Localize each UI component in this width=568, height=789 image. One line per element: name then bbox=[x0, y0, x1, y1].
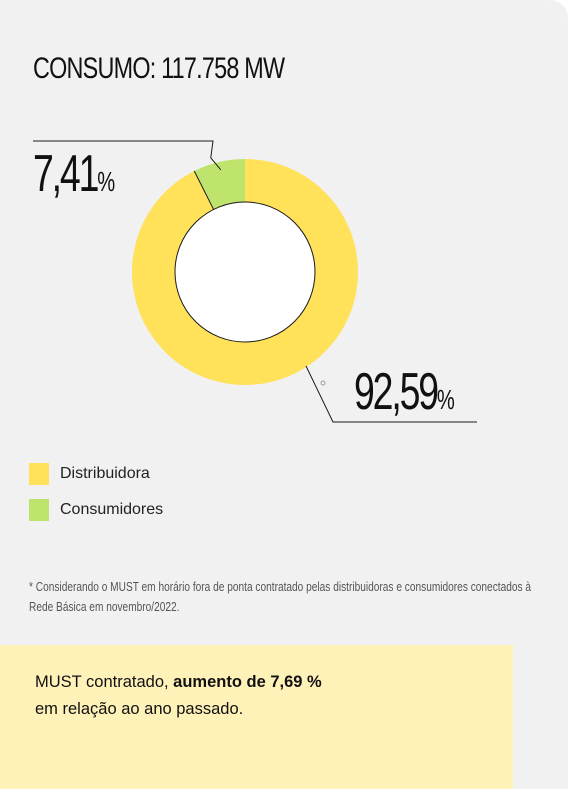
legend-label-consumidores: Consumidores bbox=[60, 501, 164, 518]
legend-item-distribuidora: Distribuidora bbox=[29, 462, 163, 486]
callout-prefix: MUST contratado, bbox=[35, 673, 174, 691]
callout-suffix: em relação ao ano passado. bbox=[35, 700, 244, 718]
legend-item-consumidores: Consumidores bbox=[29, 498, 163, 522]
consumidores-percent-label: 7,41% bbox=[33, 144, 115, 204]
chart-legend: Distribuidora Consumidores bbox=[29, 462, 163, 534]
donut-slice-consumidores bbox=[194, 159, 245, 210]
callout-text: MUST contratado, aumento de 7,69 % em re… bbox=[35, 669, 322, 723]
footnote: * Considerando o MUST em horário fora de… bbox=[29, 579, 532, 614]
donut-slice-divider bbox=[193, 170, 215, 210]
chart-title: CONSUMO: 117.758 MW bbox=[33, 52, 285, 85]
consumidores-leader-line bbox=[33, 140, 222, 171]
leader-marker bbox=[320, 380, 326, 386]
distribuidora-percent-value: 92,59 bbox=[354, 363, 439, 421]
callout-box: MUST contratado, aumento de 7,69 % em re… bbox=[0, 645, 513, 789]
legend-swatch-distribuidora bbox=[29, 463, 49, 485]
consumidores-percent-sign: % bbox=[97, 166, 116, 197]
consumidores-percent-value: 7,41 bbox=[33, 145, 99, 203]
distribuidora-percent-sign: % bbox=[436, 384, 455, 415]
legend-swatch-consumidores bbox=[29, 499, 49, 521]
distribuidora-leader-line bbox=[305, 365, 477, 423]
donut-slice-distribuidora bbox=[131, 159, 358, 385]
callout-highlight: aumento de 7,69 % bbox=[173, 673, 322, 691]
distribuidora-percent-label: 92,59% bbox=[354, 362, 455, 422]
legend-label-distribuidora: Distribuidora bbox=[60, 465, 150, 482]
donut-hole bbox=[174, 201, 316, 343]
